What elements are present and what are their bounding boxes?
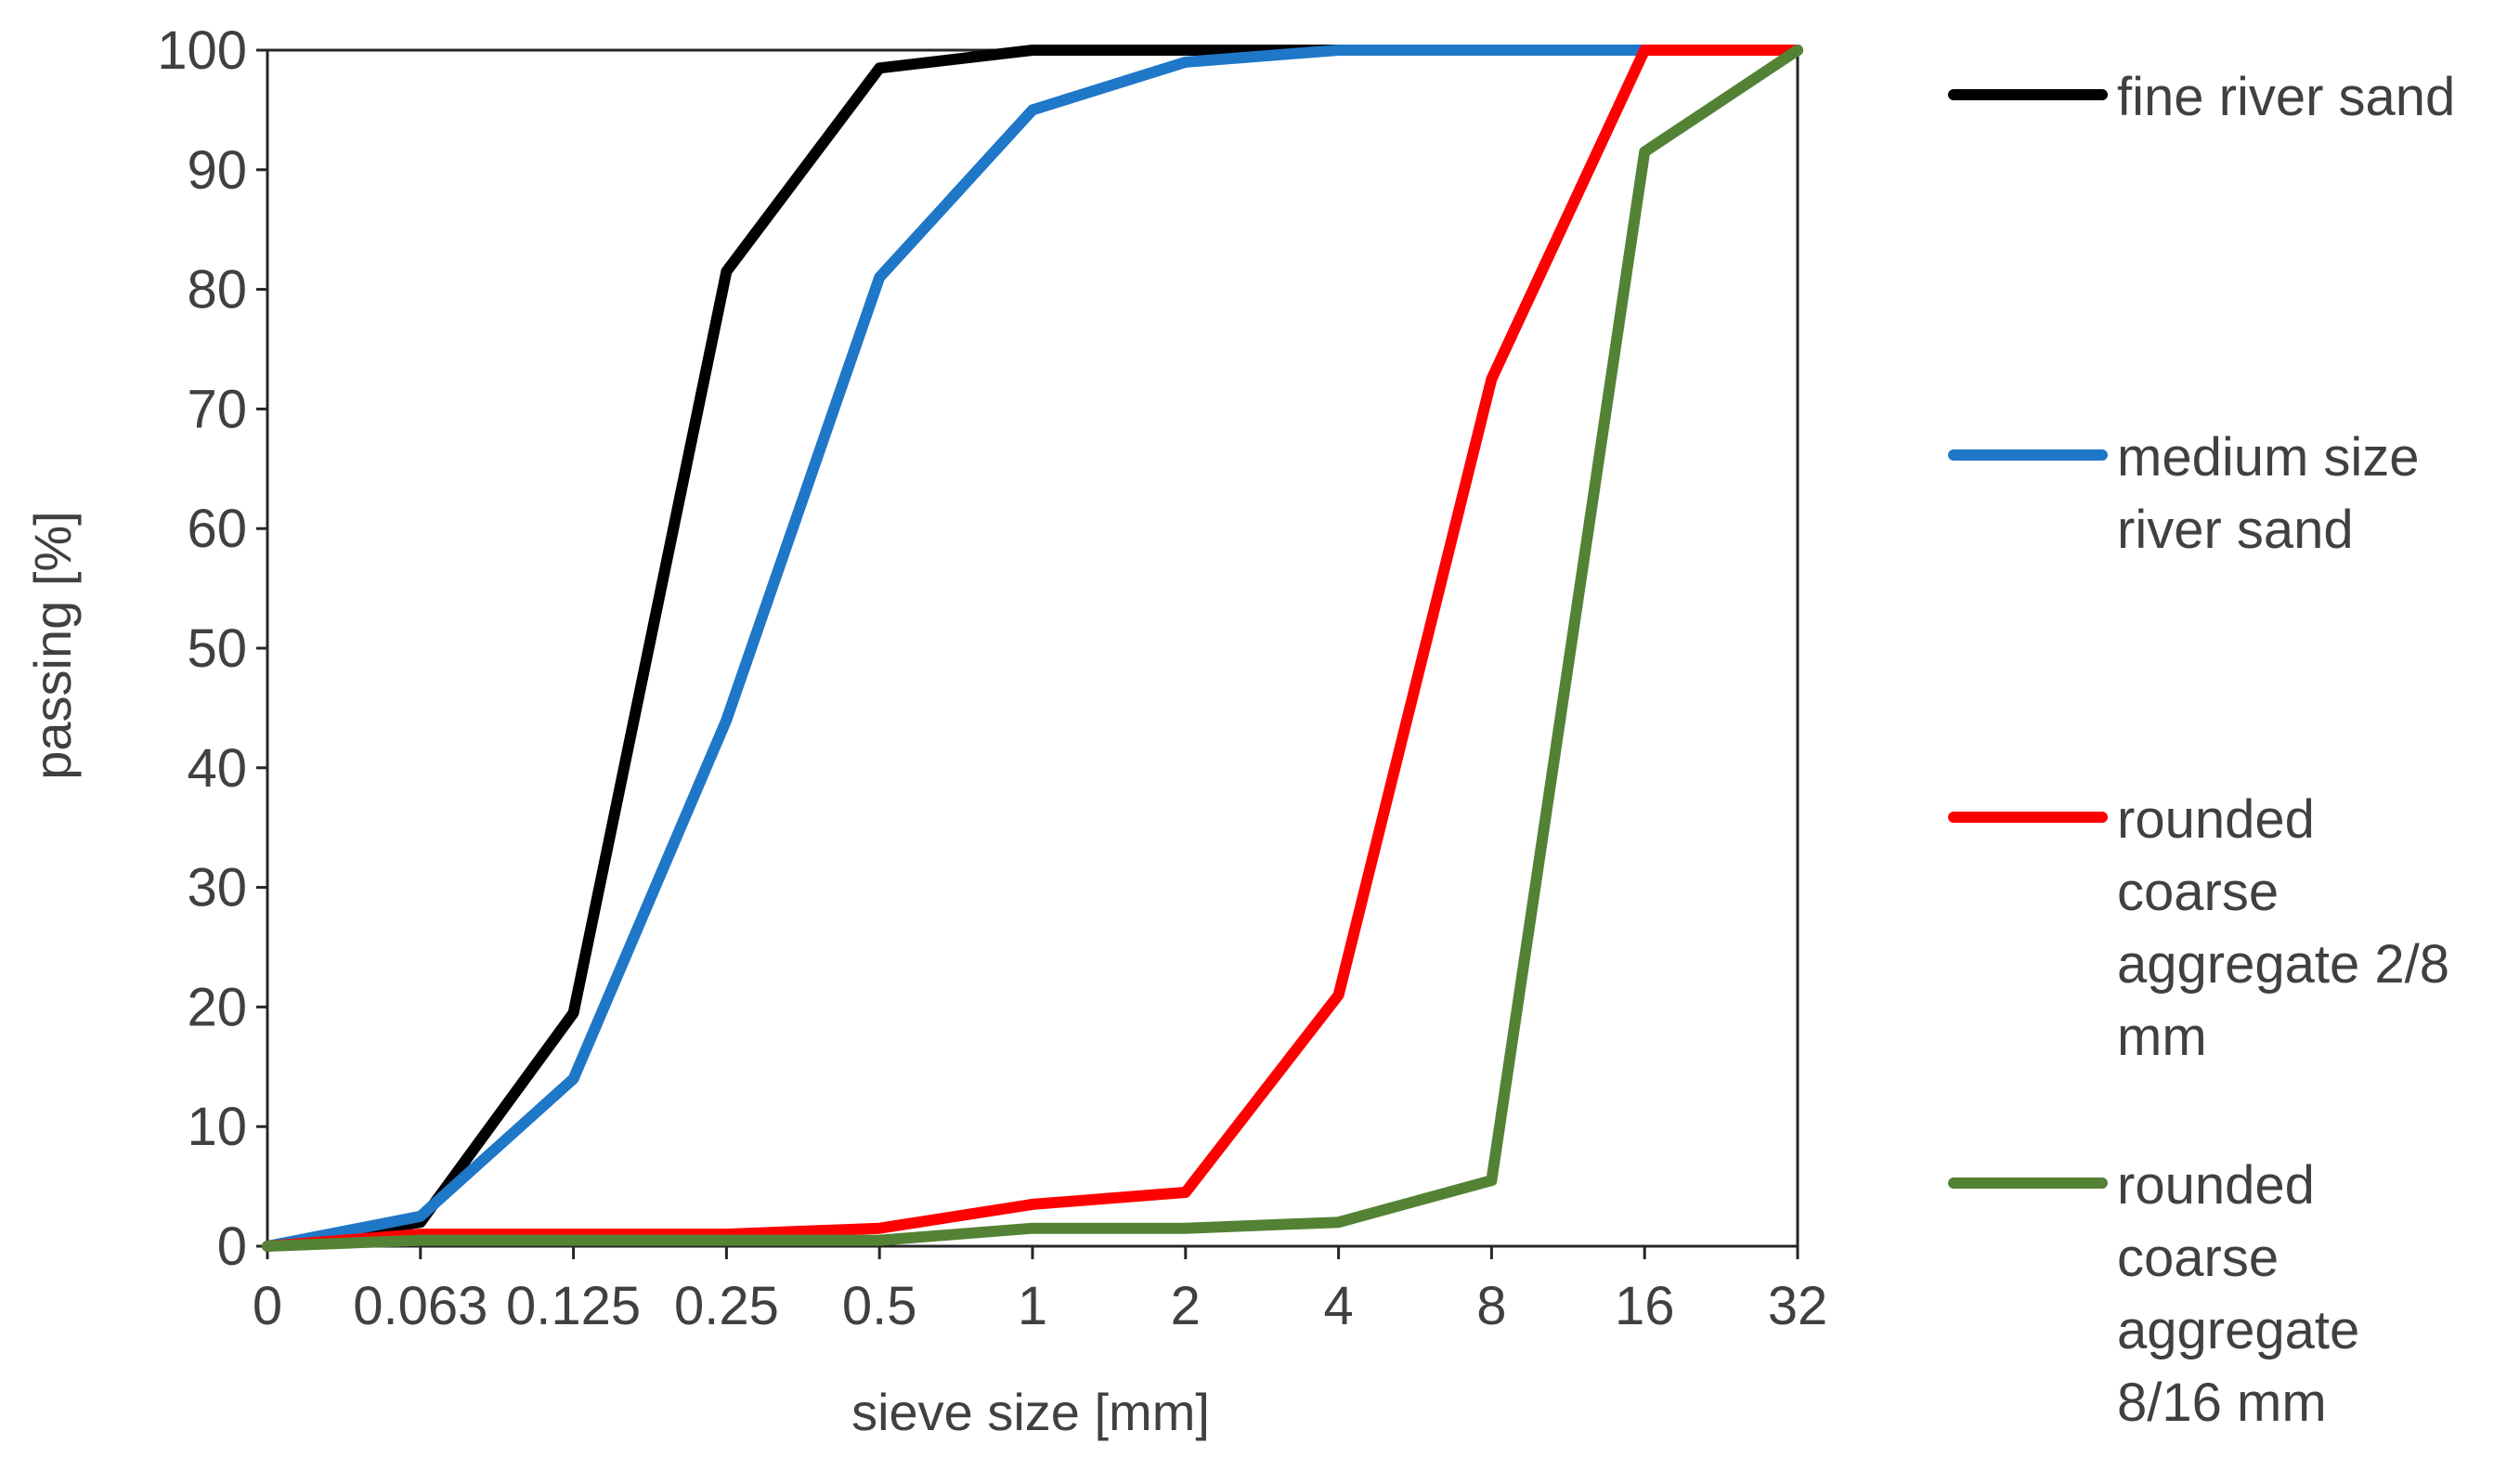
- x-tick-label: 0.25: [674, 1276, 779, 1336]
- x-tick-label: 0: [253, 1276, 282, 1336]
- x-tick-label: 16: [1615, 1276, 1675, 1336]
- x-axis-title: sieve size [mm]: [851, 1383, 1210, 1441]
- x-tick-label: 0.063: [353, 1276, 487, 1336]
- y-tick-label: 30: [187, 858, 247, 918]
- x-tick-label: 8: [1476, 1276, 1506, 1336]
- y-tick-label: 40: [187, 738, 247, 799]
- y-tick-label: 20: [187, 977, 247, 1037]
- x-tick-label: 2: [1171, 1276, 1201, 1336]
- legend-label-3: aggregate 2/8: [2117, 934, 2449, 995]
- legend-label-1: fine river sand: [2117, 67, 2455, 127]
- legend-label-3: coarse: [2117, 862, 2279, 922]
- x-tick-label: 32: [1768, 1276, 1828, 1336]
- y-tick-label: 100: [157, 20, 247, 81]
- legend-label-2: river sand: [2117, 500, 2354, 560]
- y-tick-label: 60: [187, 499, 247, 559]
- legend-label-4: 8/16 mm: [2117, 1372, 2327, 1433]
- y-tick-label: 0: [217, 1216, 247, 1277]
- y-tick-label: 70: [187, 379, 247, 439]
- y-tick-label: 50: [187, 618, 247, 679]
- y-tick-label: 90: [187, 140, 247, 201]
- legend-label-3: mm: [2117, 1007, 2207, 1067]
- legend-label-4: aggregate: [2117, 1300, 2359, 1360]
- legend-label-4: rounded: [2117, 1155, 2315, 1216]
- y-axis-title: passing [%]: [23, 511, 82, 780]
- legend-label-3: rounded: [2117, 789, 2315, 850]
- series-lines: [267, 50, 1798, 1246]
- x-tick-label: 1: [1018, 1276, 1047, 1336]
- x-tick-label: 4: [1323, 1276, 1353, 1336]
- x-axis-ticks: 0 0.063 0.125 0.25 0.5 1 2 4 8 16 32: [253, 1246, 1827, 1336]
- legend-label-2: medium size: [2117, 427, 2420, 488]
- x-tick-label: 0.125: [506, 1276, 641, 1336]
- legend-label-4: coarse: [2117, 1228, 2279, 1288]
- y-tick-label: 10: [187, 1097, 247, 1157]
- x-tick-label: 0.5: [842, 1276, 917, 1336]
- y-tick-label: 80: [187, 260, 247, 320]
- y-axis-ticks: 0 10 20 30 40 50 60 70 80 90 100: [157, 20, 267, 1277]
- legend: fine river sand medium size river sand roun…: [1954, 67, 2455, 1433]
- series-line-4: [267, 50, 1798, 1246]
